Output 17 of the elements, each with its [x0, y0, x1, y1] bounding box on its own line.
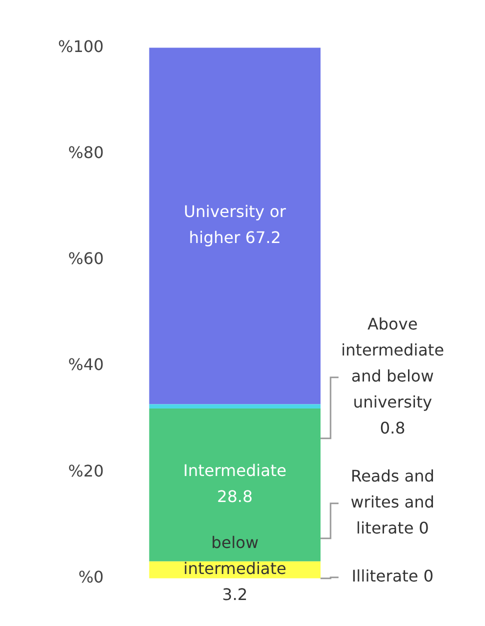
text: Illiterate 0 — [352, 566, 434, 586]
bar — [149, 48, 321, 404]
text: University or higher 67.2 — [184, 202, 286, 248]
y-tick-label: %100 — [58, 36, 104, 56]
bar — [149, 404, 321, 409]
y-tick-label: %0 — [78, 568, 104, 587]
bar — [149, 408, 321, 562]
data-label: 3.2 — [222, 585, 248, 604]
series-label: Intermediate — [183, 461, 286, 480]
y-tick-label: %60 — [68, 249, 104, 268]
y-tick-label: %40 — [68, 355, 104, 374]
text: Reads and writes and literate 0 — [350, 466, 434, 538]
data-label: 28.8 — [217, 487, 253, 506]
y-tick-label: %80 — [68, 142, 104, 162]
text: Above intermediate and below university 0.8 — [341, 314, 444, 438]
y-tick-label: %20 — [68, 461, 104, 480]
series-label: below intermediate — [183, 533, 286, 578]
